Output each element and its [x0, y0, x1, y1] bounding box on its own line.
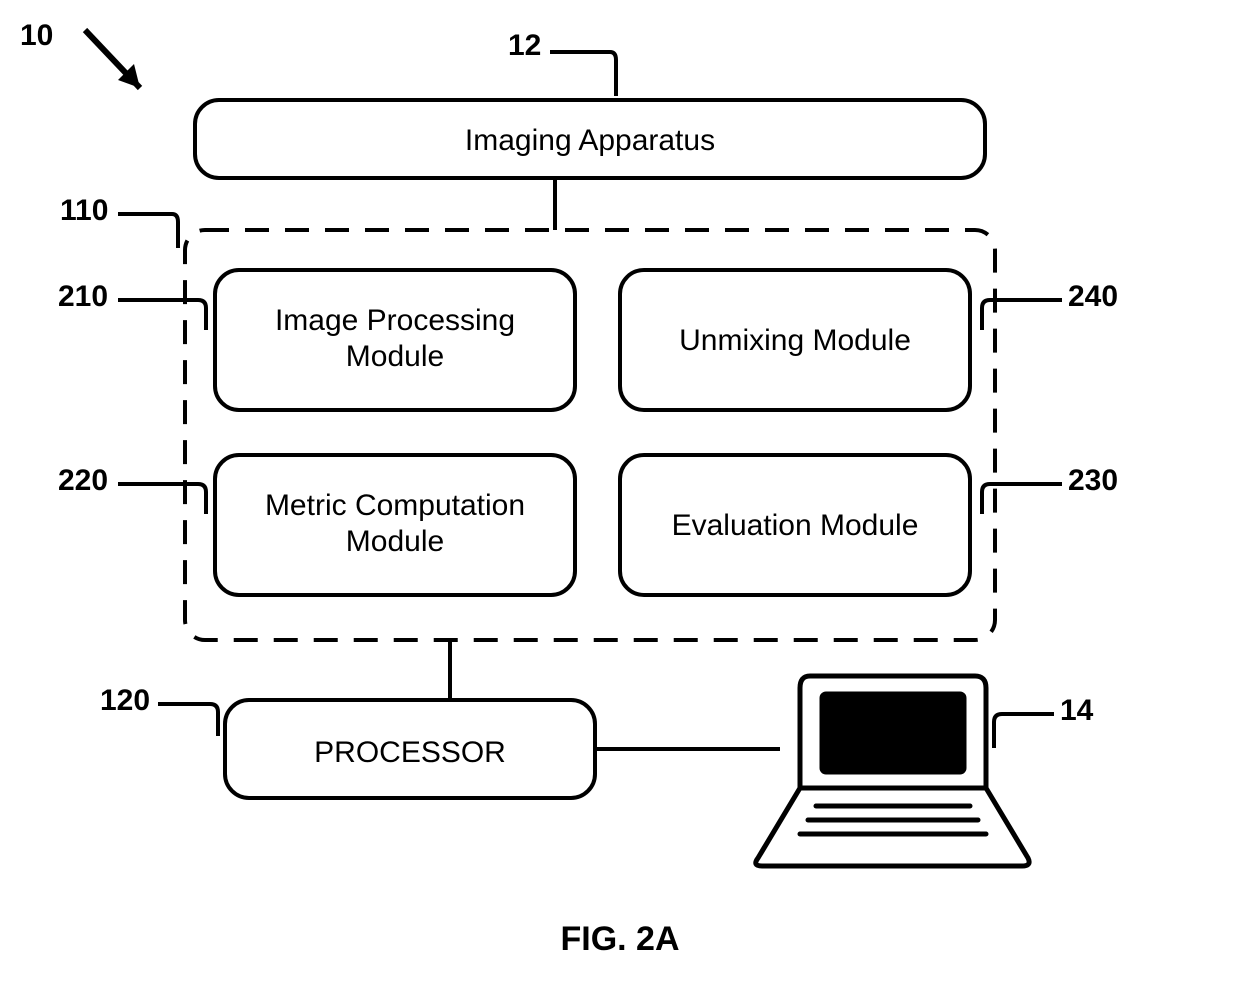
label-computer: 14 — [1060, 694, 1094, 727]
figure-caption: FIG. 2A — [560, 920, 679, 958]
img-proc-text-1: Image Processing — [275, 304, 515, 337]
label-img-proc: 210 — [58, 280, 108, 313]
callout-220 — [118, 484, 206, 514]
imaging-text: Imaging Apparatus — [465, 124, 715, 157]
arrow-system — [85, 30, 140, 88]
label-imaging: 12 — [508, 29, 541, 62]
callout-120 — [158, 704, 218, 736]
label-unmix: 240 — [1068, 280, 1118, 313]
label-eval: 230 — [1068, 464, 1118, 497]
label-memory: 110 — [60, 194, 108, 227]
callout-12 — [550, 52, 616, 96]
processor-text: PROCESSOR — [314, 736, 506, 769]
label-processor: 120 — [100, 684, 150, 717]
callout-110 — [118, 214, 178, 248]
img-proc-text-2: Module — [346, 340, 444, 373]
memory-container — [185, 230, 995, 640]
computer-icon — [756, 676, 1029, 866]
unmix-text: Unmixing Module — [679, 324, 911, 357]
metric-text-2: Module — [346, 525, 444, 558]
diagram-canvas: 10 Imaging Apparatus 12 110 Image Proces… — [0, 0, 1240, 985]
callout-14 — [994, 714, 1054, 748]
eval-text: Evaluation Module — [672, 509, 919, 542]
label-metric: 220 — [58, 464, 108, 497]
label-system: 10 — [20, 19, 53, 52]
metric-text-1: Metric Computation — [265, 489, 525, 522]
callout-210 — [118, 300, 206, 330]
